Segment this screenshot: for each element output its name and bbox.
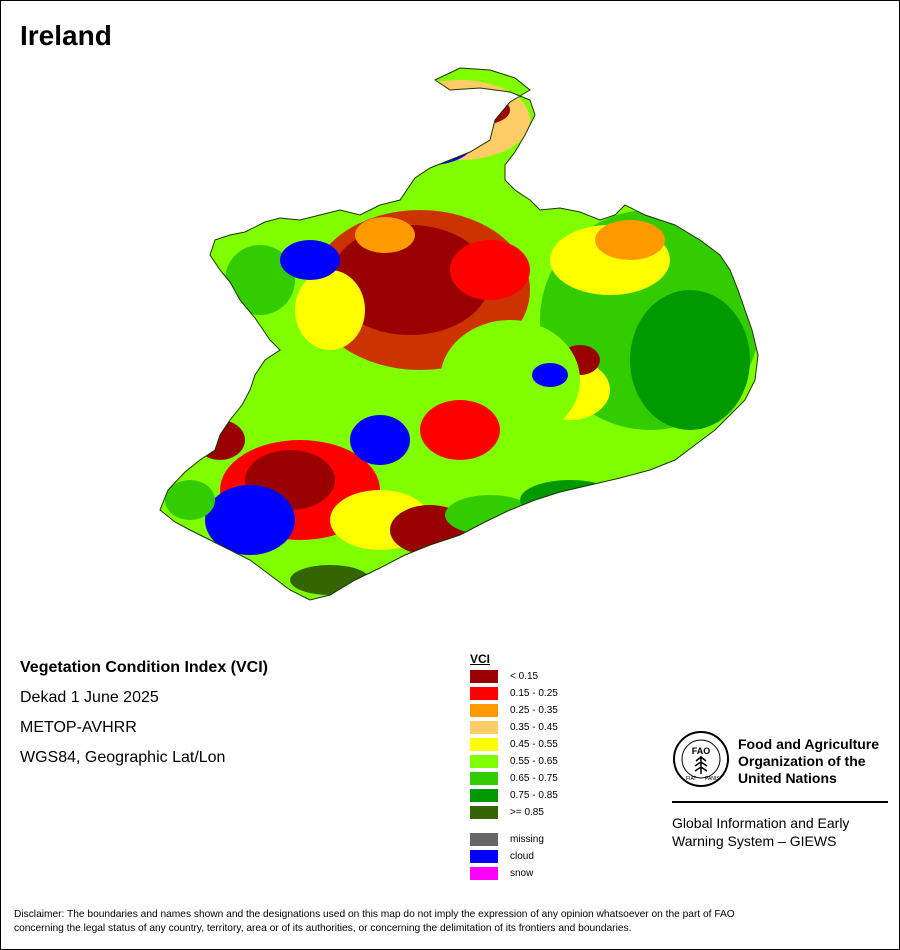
legend-label: 0.75 - 0.85 — [510, 790, 558, 801]
legend-label: missing — [510, 834, 544, 845]
legend-swatch — [470, 704, 498, 717]
fao-org-name: Food and Agriculture Organization of the… — [738, 736, 898, 787]
legend-item: missing — [470, 831, 558, 848]
giews-line-1: Global Information and Early — [672, 815, 850, 831]
org-line-3: United Nations — [738, 770, 837, 786]
legend-item: < 0.15 — [470, 668, 558, 685]
legend-swatch — [470, 867, 498, 880]
org-line-2: Organization of the — [738, 753, 866, 769]
legend-label: 0.35 - 0.45 — [510, 722, 558, 733]
legend-item: 0.65 - 0.75 — [470, 770, 558, 787]
legend-item: 0.55 - 0.65 — [470, 753, 558, 770]
legend-swatch — [470, 789, 498, 802]
legend-swatch — [470, 755, 498, 768]
legend-label: >= 0.85 — [510, 807, 544, 818]
giews-line-2: Warning System – GIEWS — [672, 833, 837, 849]
legend-item: snow — [470, 865, 558, 882]
legend-item: 0.25 - 0.35 — [470, 702, 558, 719]
legend-swatch — [470, 721, 498, 734]
projection: WGS84, Geographic Lat/Lon — [20, 749, 226, 766]
legend-classes: < 0.15 0.15 - 0.25 0.25 - 0.35 0.35 - 0.… — [470, 668, 558, 821]
legend-label: 0.55 - 0.65 — [510, 756, 558, 767]
legend-item: 0.45 - 0.55 — [470, 736, 558, 753]
legend-swatch — [470, 772, 498, 785]
emblem-fiat: FIAT — [686, 776, 696, 782]
index-name: Vegetation Condition Index (VCI) — [20, 659, 268, 676]
disclaimer: Disclaimer: The boundaries and names sho… — [14, 908, 889, 936]
legend-swatch — [470, 687, 498, 700]
legend-label: cloud — [510, 851, 534, 862]
map-title: Ireland — [20, 20, 112, 51]
legend-label: 0.45 - 0.55 — [510, 739, 558, 750]
legend-label: snow — [510, 868, 534, 879]
legend-swatch — [470, 738, 498, 751]
legend-swatch — [470, 670, 498, 683]
legend-label: 0.15 - 0.25 — [510, 688, 558, 699]
legend-swatch — [470, 850, 498, 863]
disclaimer-line-2: concerning the legal status of any count… — [14, 923, 632, 934]
logo-divider — [672, 801, 888, 803]
legend-label: < 0.15 — [510, 671, 539, 682]
legend-swatch — [470, 806, 498, 819]
legend-item: >= 0.85 — [470, 804, 558, 821]
vci-map-ireland — [159, 67, 759, 601]
legend-swatch — [470, 833, 498, 846]
legend-item: 0.75 - 0.85 — [470, 787, 558, 804]
svg-text:FAO: FAO — [692, 746, 711, 756]
legend-title: VCI — [470, 652, 491, 666]
legend-special: missing cloud snow — [470, 831, 558, 882]
legend-item: 0.15 - 0.25 — [470, 685, 558, 702]
legend-item: 0.35 - 0.45 — [470, 719, 558, 736]
map-info: Vegetation Condition Index (VCI) Dekad 1… — [20, 656, 268, 776]
disclaimer-line-1: Disclaimer: The boundaries and names sho… — [14, 909, 735, 920]
vci-legend: VCI < 0.15 0.15 - 0.25 0.25 - 0.35 0.35 … — [470, 652, 558, 882]
fao-emblem-icon: FAO FIAT PANIS — [673, 731, 729, 787]
org-line-1: Food and Agriculture — [738, 736, 880, 752]
legend-label: 0.65 - 0.75 — [510, 773, 558, 784]
legend-label: 0.25 - 0.35 — [510, 705, 558, 716]
period: Dekad 1 June 2025 — [20, 689, 159, 706]
giews-name: Global Information and Early Warning Sys… — [672, 814, 892, 850]
sensor: METOP-AVHRR — [20, 719, 137, 736]
legend-item: cloud — [470, 848, 558, 865]
emblem-panis: PANIS — [705, 776, 720, 782]
